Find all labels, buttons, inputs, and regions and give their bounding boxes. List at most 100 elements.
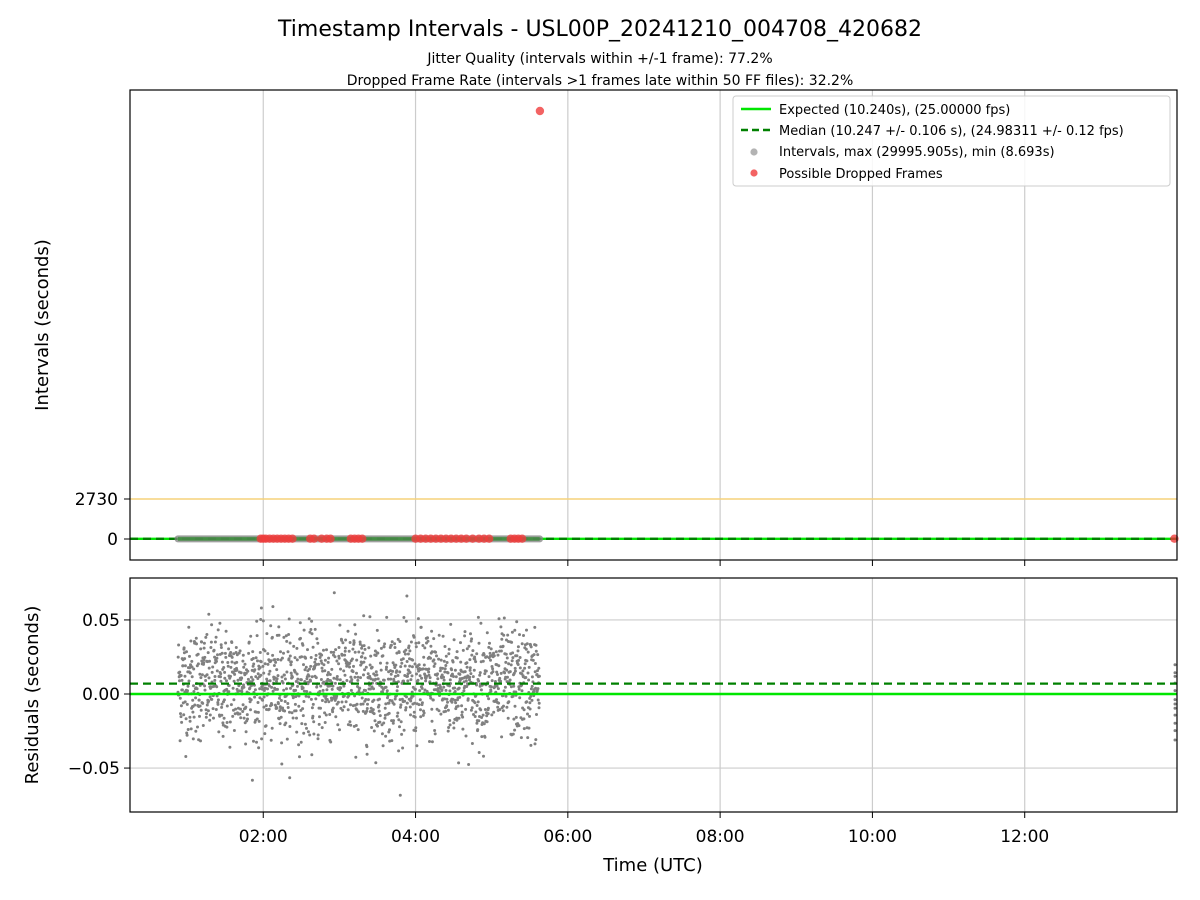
residual-point xyxy=(304,656,308,660)
residual-point xyxy=(385,615,389,619)
residual-point xyxy=(481,659,485,663)
residual-point xyxy=(501,644,505,648)
residual-point xyxy=(476,700,480,704)
residual-point xyxy=(362,644,366,648)
residual-point xyxy=(212,716,215,720)
residual-point xyxy=(254,656,258,660)
residual-point xyxy=(302,689,306,693)
residuals-y-tick-label: 0.00 xyxy=(82,685,120,705)
residual-point xyxy=(301,714,305,718)
residual-point xyxy=(478,671,482,675)
residual-point xyxy=(367,646,371,650)
residual-point xyxy=(489,647,493,651)
residual-point xyxy=(362,673,365,677)
residual-point xyxy=(238,712,242,716)
residual-point xyxy=(288,654,292,658)
residual-point xyxy=(348,720,352,724)
residual-point xyxy=(507,700,511,704)
residual-point xyxy=(495,698,498,702)
residual-point xyxy=(255,717,259,721)
residual-point xyxy=(527,678,531,682)
residual-point xyxy=(497,701,501,705)
residual-point xyxy=(189,639,193,643)
intervals-ylabel: Intervals (seconds) xyxy=(32,239,53,411)
residual-point xyxy=(206,709,210,713)
residual-point xyxy=(495,684,499,688)
residual-point xyxy=(196,662,200,666)
residual-point xyxy=(290,711,294,715)
residual-point xyxy=(220,713,224,717)
residual-point xyxy=(337,656,341,660)
residual-point xyxy=(405,695,408,699)
residual-point xyxy=(269,659,273,663)
residual-point xyxy=(501,709,505,713)
residual-point xyxy=(457,761,461,765)
residual-point xyxy=(433,732,437,736)
residual-point xyxy=(399,665,403,669)
residual-point xyxy=(221,734,225,738)
residual-point xyxy=(186,689,189,693)
residual-point xyxy=(532,653,536,657)
residual-point xyxy=(534,649,538,653)
residual-point xyxy=(475,704,479,707)
residual-point xyxy=(393,646,397,649)
residual-point xyxy=(197,698,201,702)
residual-point xyxy=(404,708,408,712)
residual-point xyxy=(404,706,408,710)
residual-point xyxy=(208,659,211,663)
residual-point xyxy=(186,684,190,688)
residual-point xyxy=(302,628,306,632)
residual-point xyxy=(422,663,426,667)
residual-point xyxy=(223,676,227,680)
residual-point xyxy=(293,702,297,706)
residual-point xyxy=(255,619,259,623)
residual-point xyxy=(447,647,451,651)
residual-point xyxy=(489,658,492,662)
dropped-frame-point xyxy=(517,534,527,543)
residual-point xyxy=(444,709,448,713)
residual-point xyxy=(524,676,528,679)
residual-point xyxy=(478,673,482,677)
residual-point xyxy=(205,673,209,677)
residual-point xyxy=(392,702,396,706)
residual-point xyxy=(506,716,510,720)
residual-point xyxy=(430,719,434,723)
residual-point xyxy=(321,669,325,673)
residual-point xyxy=(186,728,190,731)
residual-point xyxy=(359,702,363,706)
residual-point xyxy=(365,707,369,710)
residual-point xyxy=(437,657,441,661)
residual-point xyxy=(239,671,243,675)
residual-point xyxy=(354,755,358,759)
residual-point xyxy=(430,629,434,633)
residual-point xyxy=(441,634,445,638)
residual-point xyxy=(416,678,420,682)
residual-point xyxy=(347,649,351,653)
residual-point xyxy=(522,717,526,721)
residual-point xyxy=(344,700,348,704)
residual-point xyxy=(349,723,353,727)
residual-point xyxy=(531,658,535,662)
residual-point xyxy=(454,675,458,679)
residual-point xyxy=(536,653,540,657)
residual-point xyxy=(528,714,531,718)
residual-point xyxy=(305,690,309,693)
residual-point xyxy=(240,676,244,680)
residual-point xyxy=(457,716,461,720)
residual-point xyxy=(434,688,438,692)
legend-intervals-label: Intervals, max (29995.905s), min (8.693s… xyxy=(779,145,1055,160)
residual-point xyxy=(253,695,257,699)
residual-point xyxy=(223,651,227,655)
residual-point xyxy=(307,617,311,621)
residual-point xyxy=(196,725,199,729)
residual-point xyxy=(468,666,472,670)
residual-point xyxy=(178,696,182,700)
residual-point xyxy=(310,706,314,710)
x-tick-label: 02:00 xyxy=(239,827,288,847)
residual-point xyxy=(363,668,367,672)
residual-point xyxy=(331,710,335,714)
residual-point xyxy=(421,667,425,671)
residual-point xyxy=(309,656,313,659)
residual-point xyxy=(356,678,360,682)
residual-point xyxy=(179,712,182,716)
